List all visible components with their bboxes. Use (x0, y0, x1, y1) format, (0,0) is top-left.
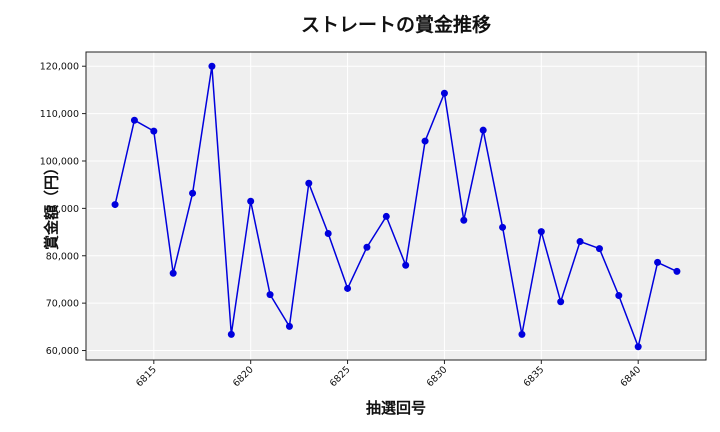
data-point (557, 298, 565, 306)
data-point (673, 267, 681, 275)
data-point (324, 229, 332, 237)
data-point (363, 243, 371, 251)
y-tick-label: 100,000 (40, 156, 79, 167)
data-point (227, 330, 235, 338)
x-tick-label: 6830 (425, 364, 450, 389)
data-point (305, 179, 313, 187)
data-point (537, 228, 545, 236)
y-tick-label: 80,000 (46, 251, 79, 262)
data-point (440, 89, 448, 97)
y-axis-label: 賞金額（円） (42, 159, 61, 251)
x-tick-label: 6835 (522, 364, 547, 389)
data-point (285, 322, 293, 330)
chart-title: ストレートの賞金推移 (300, 14, 491, 36)
y-tick-label: 90,000 (46, 204, 79, 215)
x-axis-label: 抽選回号 (365, 399, 426, 417)
data-point (595, 245, 603, 253)
data-point (615, 292, 623, 300)
data-point (402, 261, 410, 269)
data-point (479, 126, 487, 134)
data-point (344, 284, 352, 292)
data-point (266, 291, 274, 299)
data-point (208, 62, 216, 70)
data-point (150, 127, 158, 135)
data-point (634, 343, 642, 351)
y-tick-label: 70,000 (46, 299, 79, 310)
data-point (189, 189, 197, 197)
x-tick-label: 6815 (134, 364, 159, 389)
data-point (111, 201, 119, 209)
data-point (130, 116, 138, 124)
x-tick-label: 6840 (618, 364, 643, 389)
x-tick-label: 6825 (328, 364, 353, 389)
plot-area (86, 52, 706, 360)
plot-frame (85, 51, 707, 361)
data-point (169, 269, 177, 277)
y-tick-label: 60,000 (46, 346, 79, 357)
x-tick-label: 6820 (231, 364, 256, 389)
data-point (460, 216, 468, 224)
data-point (654, 258, 662, 266)
data-point (421, 137, 429, 145)
data-point (382, 212, 390, 220)
y-tick-label: 110,000 (40, 109, 79, 120)
data-point (518, 330, 526, 338)
data-point (499, 223, 507, 231)
data-point (576, 238, 584, 246)
data-point (247, 197, 255, 205)
y-tick-label: 120,000 (40, 62, 79, 73)
